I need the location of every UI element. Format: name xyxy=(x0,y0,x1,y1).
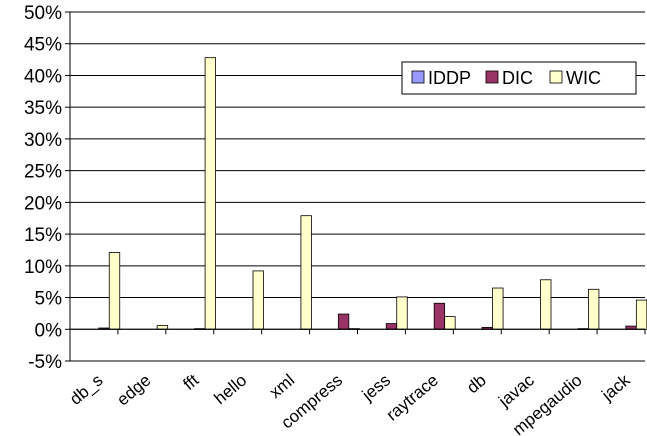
y-tick-label: 20% xyxy=(24,193,62,214)
y-tick-label: 35% xyxy=(24,98,62,119)
y-tick-label: 25% xyxy=(24,162,62,183)
legend-swatch-dic xyxy=(485,70,499,84)
bar-wic-fft xyxy=(204,57,216,330)
gridlines xyxy=(65,11,645,362)
x-category-label: fft xyxy=(180,370,203,394)
legend-label-wic: WIC xyxy=(566,68,601,88)
legend-label-dic: DIC xyxy=(502,68,533,88)
bar-wic-xml xyxy=(300,215,312,330)
x-category-label: hello xyxy=(211,371,251,409)
bar-dic-jess xyxy=(385,323,398,330)
y-tick-label: 40% xyxy=(24,66,62,87)
bar-wic-jess xyxy=(396,296,408,330)
x-category-label: jack xyxy=(597,370,634,405)
y-axis-tick-labels: -5% 0% 5% 10% 15% 20% 25% 30% 35% 40% 45% 50% xyxy=(24,3,62,373)
bar-wic-raytrace xyxy=(444,316,456,330)
legend-box xyxy=(401,61,637,95)
x-category-label: raytrace xyxy=(383,371,442,425)
x-category-label: xml xyxy=(266,371,298,403)
bar-wic-javac xyxy=(540,279,552,330)
bar-dic-raytrace xyxy=(433,302,446,330)
legend-label-iddp: IDDP xyxy=(428,68,471,88)
bar-dic-compress xyxy=(337,313,350,330)
y-tick-label: 50% xyxy=(24,3,62,24)
y-tick-label: 5% xyxy=(35,289,63,310)
y-tick-label: 10% xyxy=(24,257,62,278)
x-category-label: db xyxy=(463,371,490,398)
y-tick-label: 0% xyxy=(35,320,63,341)
y-tick-label: 45% xyxy=(24,35,62,56)
bar-wic-mpegaudio xyxy=(588,288,600,330)
bar-wic-jack xyxy=(635,299,647,330)
y-tick-label: 30% xyxy=(24,130,62,151)
axes xyxy=(69,12,646,361)
bar-wic-hello xyxy=(252,270,264,330)
y-tick-label: 15% xyxy=(24,225,62,246)
bars xyxy=(98,57,647,330)
y-tick-label: -5% xyxy=(28,352,62,373)
legend: IDDP DIC WIC xyxy=(401,61,637,95)
bar-wic-db_s xyxy=(108,252,121,330)
x-category-label: db_s xyxy=(66,371,106,409)
x-category-label: edge xyxy=(113,371,154,410)
legend-swatch-wic xyxy=(549,70,563,84)
legend-swatch-iddp xyxy=(411,70,425,84)
bar-wic-db xyxy=(492,287,504,330)
x-category-label: jess xyxy=(358,371,394,406)
